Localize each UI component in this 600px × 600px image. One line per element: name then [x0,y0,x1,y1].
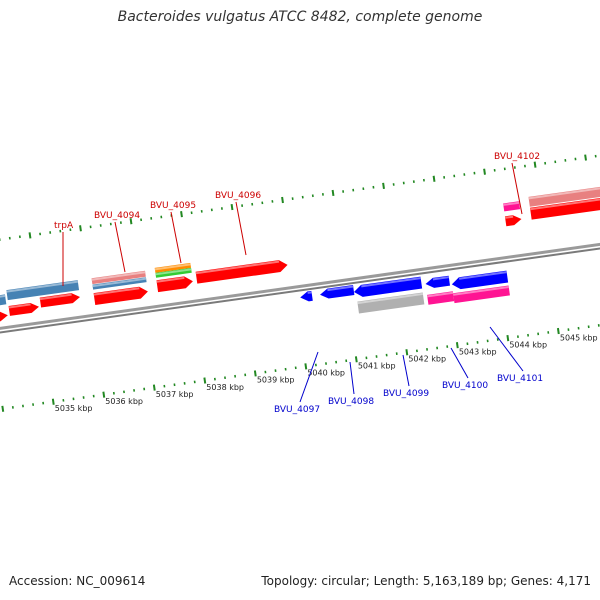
ruler-label: 5042 kbp [408,355,446,364]
gene-arrow [357,292,425,314]
gene-label: BVU_4095 [150,201,196,211]
major-tick [1,405,5,412]
major-tick [281,196,284,204]
major-tick [230,203,234,211]
reverse-tick-row [1,324,600,412]
ruler-label: 5041 kbp [358,362,396,371]
gene-trpA [6,280,80,301]
gene-arrow-highlight [357,292,424,305]
major-tick [432,175,436,182]
gene-BVU_4102-highlight [503,201,520,206]
gene-arrow-highlight [155,268,192,276]
backbone-shadow [0,247,600,334]
gene-arrow [93,286,148,305]
gene-arrow-highlight [93,287,140,296]
gene-arrow-highlight [8,303,31,309]
backbone-line [0,242,600,330]
map-title: Bacteroides vulgatus ATCC 8482, complete… [117,9,483,25]
major-tick [79,225,82,232]
gene-label: BVU_4097 [274,405,320,415]
ruler-label: 5043 kbp [459,347,497,356]
accession-label: Accession: NC_009614 [9,574,146,588]
gene-trpA-highlight [6,280,79,293]
major-tick [203,377,207,384]
major-tick [28,232,32,239]
major-tick [382,182,385,189]
gene-blue-left-highlight [0,294,6,298]
gene-label: BVU_4102 [494,152,540,162]
ruler-label: 5035 kbp [55,404,93,413]
gene-arrow-highlight [427,291,454,298]
ruler-label: 5038 kbp [206,383,244,392]
label-leader [349,361,355,395]
topology-label: Topology: circular; Length: 5,163,189 bp… [261,574,591,588]
gene-label: BVU_4098 [328,397,374,407]
gene-label: BVU_4101 [497,374,543,384]
gene-BVU_4101 [451,270,509,290]
gene-BVU_4098-highlight [327,285,354,292]
gene-arrow [453,285,510,304]
gene-BVU_4094-highlight [91,271,146,281]
gene-BVU_4099 [353,276,423,297]
major-tick [455,342,459,349]
major-tick [152,384,156,391]
gene-arrow-highlight [505,215,514,219]
ruler-label: 5045 kbp [560,333,598,342]
major-tick [51,398,55,405]
gene-label: BVU_4094 [94,211,140,221]
gene-BVU_4097-highlight [307,291,312,294]
label-leader [489,326,524,372]
major-tick [556,327,560,335]
major-tick [405,349,409,356]
major-tick [506,334,510,342]
label-leader [299,351,319,403]
major-tick [584,154,587,161]
major-tick [354,356,358,363]
gene-arrow-highlight [39,293,72,301]
gene-label: BVU_4096 [215,191,261,201]
gene-arrow-highlight [453,285,509,296]
major-tick [331,189,335,197]
major-tick [180,211,183,218]
label-leader [114,221,126,273]
label-leader [235,201,247,256]
ruler-label: 5044 kbp [509,340,547,349]
gene-arrow [529,197,600,220]
gene-label: trpA [54,221,74,231]
gene-arrow-highlight [156,276,185,283]
ruler-label: 5036 kbp [105,397,143,406]
label-leader [511,162,523,215]
major-tick [533,161,537,168]
label-leader [402,354,410,387]
gene-BVU_4095-highlight [154,263,191,271]
label-leader [170,211,182,264]
label-leader [450,347,469,379]
gene-arrow-highlight [92,277,147,288]
gene-arrow [0,311,8,322]
gene-BVU_4100-highlight [432,276,449,281]
forward-tick-row [0,154,597,241]
major-tick [102,391,106,398]
ruler-label: 5037 kbp [156,390,194,399]
gene-arrow-highlight [528,187,600,200]
gene-label: BVU_4100 [442,381,488,391]
major-tick [129,218,133,225]
gene-BVU_4101-highlight [459,271,507,280]
major-tick [483,168,486,175]
major-tick [253,370,257,377]
gene-BVU_4096 [195,260,288,284]
gene-arrow-highlight [530,198,600,211]
gene-label: BVU_4099 [383,389,429,399]
ruler-label: 5040 kbp [307,369,345,378]
ruler-label: 5039 kbp [257,376,295,385]
major-tick [304,363,308,370]
gene-BVU_4099-highlight [361,277,421,288]
gene-BVU_4096-highlight [195,260,280,275]
